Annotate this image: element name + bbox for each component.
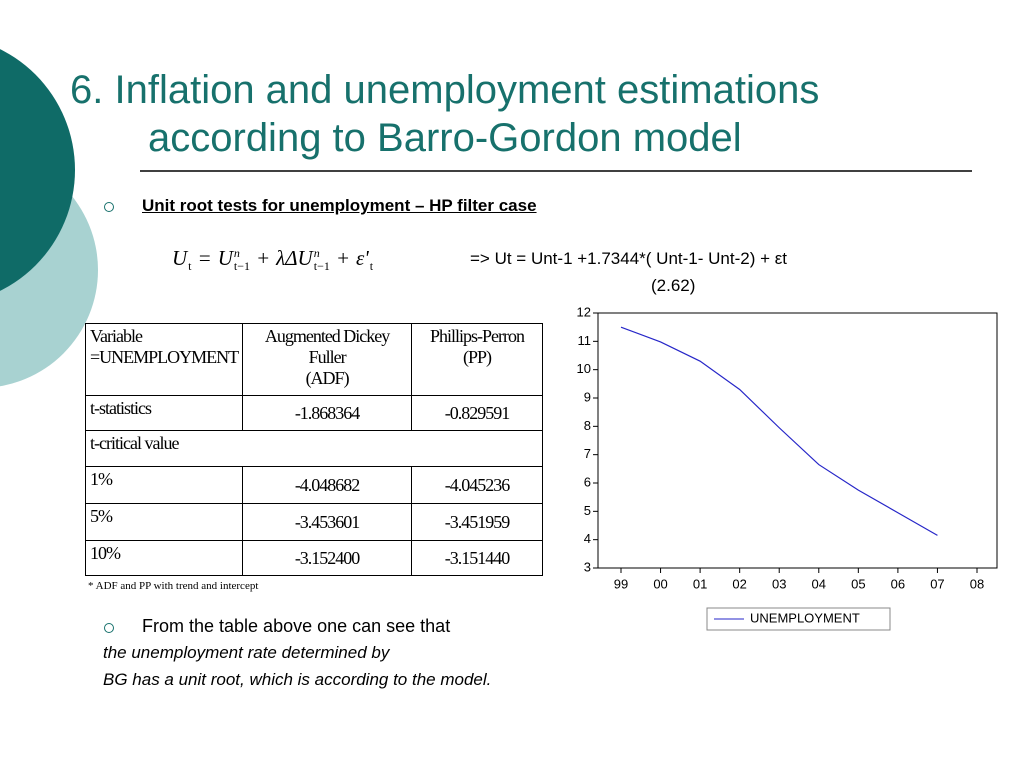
x-tick-label: 02 [732, 576, 746, 591]
y-tick-label: 5 [584, 503, 591, 518]
table-cell: -3.152400 [242, 540, 412, 576]
equation-symbol: ε' [356, 246, 369, 270]
y-tick-label: 3 [584, 559, 591, 574]
equation-scripts: n t−1 [314, 247, 330, 273]
equation-sub: t [369, 259, 374, 274]
y-tick-label: 11 [578, 333, 592, 348]
equation-sup: n [313, 246, 320, 261]
equation-token: λΔU n t−1 [276, 246, 330, 273]
table-cell: t-critical value [85, 430, 543, 467]
header-line: Phillips-Perron (PP) [429, 326, 525, 367]
y-tick-label: 8 [584, 418, 591, 433]
legend-box [706, 607, 891, 631]
table-cell: 5% [84, 503, 244, 541]
equation-symbol: = [197, 246, 212, 270]
y-tick-label: 6 [584, 474, 591, 489]
x-tick-label: 03 [772, 576, 786, 591]
equation-symbol: + [335, 246, 351, 270]
y-tick-label: 4 [584, 531, 591, 546]
y-tick-label: 9 [584, 389, 591, 404]
table-row: 1% -4.048682 -4.045236 [84, 466, 544, 504]
equation-sub: t−1 [233, 259, 250, 274]
header-line: Augmented Dickey Fuller [264, 326, 390, 367]
equation-token: = [198, 246, 212, 270]
header-line: (ADF) [305, 368, 350, 388]
table-header-row: Variable =UNEMPLOYMENT Augmented Dickey Fu… [84, 323, 544, 396]
title-line: 6. Inflation and unemployment estimation… [70, 68, 820, 112]
x-tick-label: 05 [851, 576, 865, 591]
table-row: t-statistics -1.868364 -0.829591 [84, 395, 544, 431]
table-cell: 10% [84, 540, 244, 576]
x-tick-label: 08 [970, 576, 984, 591]
x-tick-label: 07 [930, 576, 944, 591]
equation-symbol: U [172, 246, 188, 270]
equation-token: + [256, 246, 270, 270]
equation-sub: t [188, 259, 192, 274]
equation-symbol: + [255, 246, 271, 270]
data-line [620, 326, 938, 536]
equation-sup: n [233, 246, 240, 261]
table-row: 10% -3.152400 -3.151440 [84, 540, 544, 576]
equation-token: U t [172, 246, 192, 273]
equation-scripts: t [370, 247, 373, 273]
table-header-cell: Augmented Dickey Fuller (ADF) [242, 323, 412, 396]
x-tick-label: 99 [614, 576, 628, 591]
table-cell: -3.451959 [410, 503, 544, 541]
table-cell: -4.048682 [242, 466, 412, 504]
bullet [104, 623, 114, 633]
body-line: the unemployment rate determined by [103, 643, 390, 662]
body-bullet: From the table above one can see that [142, 616, 451, 636]
unit-root-table: Variable =UNEMPLOYMENT Augmented Dickey Fu… [84, 323, 544, 576]
y-tick-label: 7 [584, 446, 591, 461]
x-tick-label: 06 [891, 576, 905, 591]
table-header-cell: Phillips-Perron (PP) [410, 323, 544, 396]
equation-symbol: λΔU [276, 246, 313, 270]
table-cell: -4.045236 [410, 466, 544, 504]
equation-result: => Ut = Unt-1 +1.7344*( Unt-1- Unt-2) + … [470, 249, 788, 268]
header-line: Variable [90, 326, 143, 346]
title-line: according to Barro-Gordon model [148, 116, 742, 160]
equation-sub: t−1 [313, 259, 330, 274]
equation-scripts: n t−1 [234, 247, 250, 273]
y-tick-label: 10 [577, 361, 591, 376]
table-row: 5% -3.453601 -3.451959 [84, 503, 544, 541]
equation-scripts: t [188, 247, 191, 273]
table-header-cell: Variable =UNEMPLOYMENT [84, 323, 244, 396]
table-cell: -3.151440 [410, 540, 544, 576]
table-cell: 1% [84, 466, 244, 504]
x-tick-label: 04 [812, 576, 826, 591]
y-tick-label: 12 [577, 304, 591, 319]
equation-symbol: U [217, 246, 233, 270]
x-tick-label: 00 [653, 576, 667, 591]
table-cell: -1.868364 [242, 395, 412, 431]
header-line: =UNEMPLOYMENT [90, 347, 239, 367]
body-line: BG has a unit root, which is according t… [103, 670, 492, 689]
plot-frame [597, 312, 998, 569]
equation-token: + [336, 246, 350, 270]
equation-token: ε' t [356, 246, 373, 273]
table-footnote: * ADF and PP with trend and intercept [88, 580, 259, 592]
decor-circle [0, 49, 75, 291]
equation-note: (2.62) [651, 276, 696, 295]
table-row: t-critical value [85, 430, 543, 467]
legend-label: UNEMPLOYMENT [750, 610, 860, 625]
table-cell: -0.829591 [410, 395, 544, 431]
table-cell: t-statistics [84, 395, 244, 431]
bullet [104, 202, 114, 212]
subheading: Unit root tests for unemployment – HP fi… [142, 196, 537, 215]
x-tick-label: 01 [693, 576, 707, 591]
table-cell: -3.453601 [242, 503, 412, 541]
